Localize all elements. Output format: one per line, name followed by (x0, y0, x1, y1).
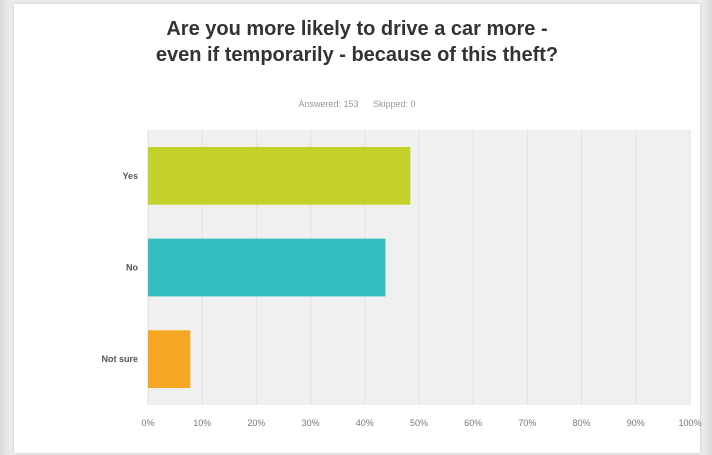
x-tick-label: 40% (356, 418, 374, 428)
chart-title-line-2: even if temporarily - because of this th… (155, 44, 559, 66)
x-tick-label: 30% (302, 418, 320, 428)
bar-yes (148, 146, 411, 205)
category-label: Not sure (101, 354, 138, 364)
skipped-count: Skipped: 0 (373, 99, 416, 109)
x-tick-label: 60% (464, 418, 482, 428)
x-tick-label: 0% (141, 418, 154, 428)
x-tick-label: 80% (573, 418, 591, 428)
x-tick-label: 100% (678, 418, 701, 428)
category-label: Yes (122, 171, 138, 181)
x-tick-label: 70% (518, 418, 536, 428)
x-tick-label: 10% (193, 418, 211, 428)
category-label: No (126, 263, 138, 273)
x-tick-label: 20% (247, 418, 265, 428)
bar-no (148, 238, 386, 297)
x-tick-label: 90% (627, 418, 645, 428)
x-tick-label: 50% (410, 418, 428, 428)
chart-title-line-1: Are you more likely to drive a car more … (166, 18, 548, 40)
answered-count: Answered: 153 (298, 99, 359, 109)
chart-title: Are you more likely to drive a car more … (14, 16, 700, 68)
response-stats: Answered: 153 Skipped: 0 (14, 99, 700, 109)
bar-not-sure (148, 330, 191, 389)
